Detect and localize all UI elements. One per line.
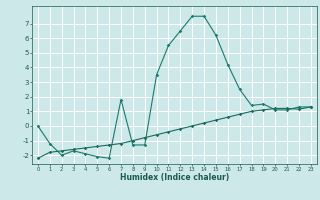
X-axis label: Humidex (Indice chaleur): Humidex (Indice chaleur) [120, 173, 229, 182]
